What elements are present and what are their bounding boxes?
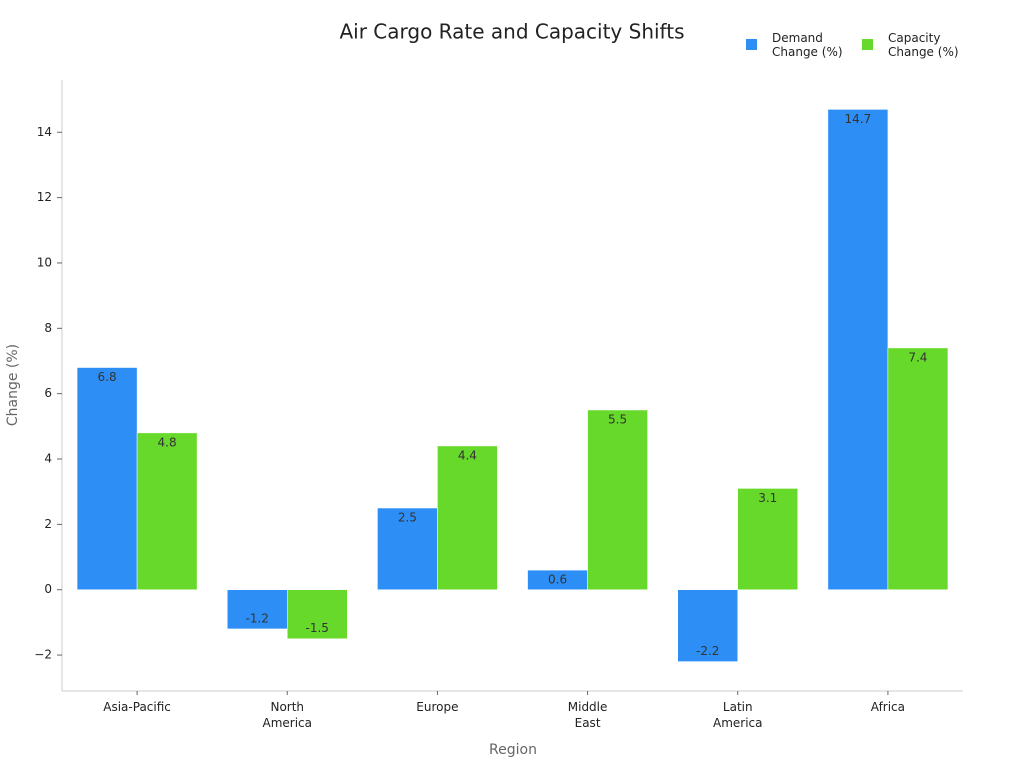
data-label: 5.5 xyxy=(608,413,627,427)
bar xyxy=(76,367,138,590)
y-tick-label: −2 xyxy=(34,648,52,662)
bar xyxy=(827,109,889,590)
x-tick-label: Latin America xyxy=(713,700,763,730)
bar xyxy=(737,488,798,590)
y-tick-label: 4 xyxy=(44,452,52,466)
bar xyxy=(437,445,498,590)
bar xyxy=(677,589,738,662)
x-tick-label: Middle East xyxy=(567,700,608,730)
data-label: 3.1 xyxy=(758,491,777,505)
data-label: 0.6 xyxy=(548,573,567,587)
data-label: 4.4 xyxy=(458,448,477,462)
data-label: 2.5 xyxy=(398,511,417,525)
legend-label: Demand Change (%) xyxy=(772,31,843,59)
x-tick-label: Africa xyxy=(870,700,906,714)
y-tick-label: 14 xyxy=(37,125,52,139)
data-label: -1.5 xyxy=(306,621,329,635)
data-label: -1.2 xyxy=(246,611,269,625)
x-tick-label: North America xyxy=(262,700,313,730)
bar xyxy=(136,432,198,590)
y-tick-label: 12 xyxy=(37,190,52,204)
y-tick-label: 6 xyxy=(44,386,52,400)
data-label: 7.4 xyxy=(908,350,927,364)
data-label: 6.8 xyxy=(98,370,117,384)
y-tick-label: 10 xyxy=(37,255,52,269)
y-tick-label: 8 xyxy=(44,321,52,335)
bar xyxy=(227,589,288,630)
y-axis-label: Change (%) xyxy=(5,344,21,426)
data-label: 4.8 xyxy=(158,435,177,449)
chart-title: Air Cargo Rate and Capacity Shifts xyxy=(339,20,684,44)
y-tick-label: 0 xyxy=(44,582,52,596)
y-tick-label: 2 xyxy=(44,517,52,531)
legend-label: Capacity Change (%) xyxy=(888,31,959,59)
x-axis-label: Region xyxy=(489,742,537,758)
x-tick-label: Asia-Pacific xyxy=(103,700,171,714)
x-tick-label: Europe xyxy=(416,700,459,714)
bar xyxy=(287,589,348,639)
data-label: 14.7 xyxy=(845,112,872,126)
bar xyxy=(377,507,438,590)
bar xyxy=(887,347,949,590)
legend-swatch xyxy=(746,39,757,50)
data-label: -2.2 xyxy=(696,644,719,658)
bar xyxy=(587,409,648,590)
legend-swatch xyxy=(862,39,873,50)
